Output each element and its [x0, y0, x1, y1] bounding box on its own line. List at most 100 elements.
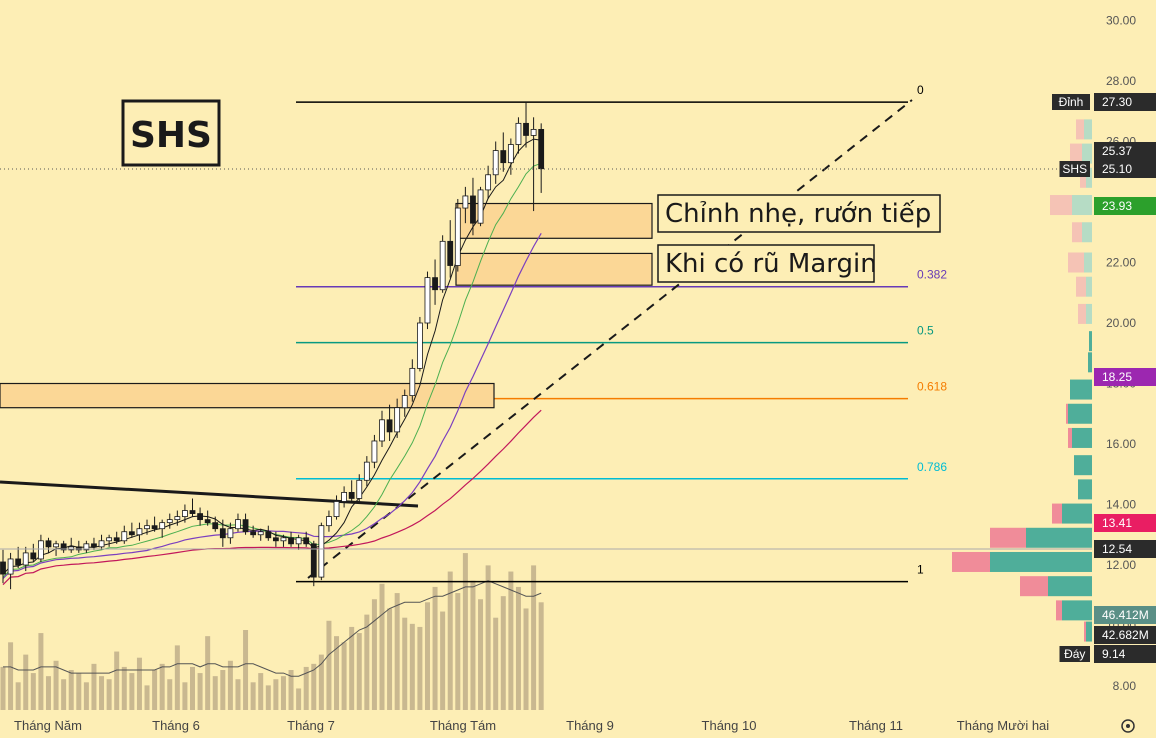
profile-bar-up	[1068, 403, 1092, 424]
trend-lines[interactable]	[0, 99, 913, 579]
profile-bar-down	[952, 551, 990, 572]
price-label-box	[1094, 142, 1156, 160]
volume-bar	[129, 673, 135, 710]
volume-bar	[68, 670, 74, 710]
volume-bar	[470, 580, 476, 710]
profile-bar-up	[1086, 167, 1092, 188]
volume-bar	[8, 642, 14, 710]
price-tag-box	[1059, 646, 1090, 662]
volume-bar	[114, 651, 120, 710]
resistance-trendline[interactable]	[0, 480, 419, 508]
profile-bar-up	[1089, 331, 1092, 352]
volume-bar	[515, 586, 521, 710]
candle-body	[212, 522, 219, 530]
candle-body	[166, 519, 173, 524]
profile-bar-down	[1052, 503, 1062, 524]
candle-body	[333, 501, 340, 518]
x-tick-label: Tháng 11	[849, 718, 903, 733]
candle-body	[348, 491, 355, 499]
volume-bar	[394, 593, 400, 710]
price-tag-label: Đáy	[1064, 647, 1085, 661]
x-axis[interactable]: Tháng Năm Tháng 6 Tháng 7 Tháng Tám Tháng 9 T…	[14, 718, 1049, 733]
volume-bar	[417, 626, 423, 710]
x-tick-label: Tháng 6	[152, 718, 200, 733]
candle-body	[113, 537, 120, 542]
candle-body	[68, 546, 75, 551]
support-zone[interactable]	[0, 382, 495, 409]
x-tick-label: Tháng 7	[287, 718, 335, 733]
candle-body	[242, 519, 249, 533]
volume-bar	[455, 593, 461, 710]
price-label-box	[1094, 93, 1156, 111]
volume-bar	[523, 608, 529, 710]
volume-bar	[190, 666, 195, 710]
volume-bar	[341, 642, 347, 710]
y-tick-label: 20.00	[1106, 316, 1136, 330]
candles	[0, 102, 545, 590]
volume-bar	[152, 670, 158, 710]
candle-body	[409, 367, 416, 397]
volume-bar	[167, 679, 173, 710]
profile-bar-up	[1072, 427, 1092, 448]
fib-level-label: 1	[917, 563, 924, 577]
volume-bar	[440, 611, 446, 710]
fib-level-label: 0.382	[917, 268, 947, 282]
y-tick-label: 14.00	[1106, 498, 1136, 512]
x-tick-label: Tháng 10	[702, 718, 757, 733]
volume-bar	[197, 673, 203, 710]
profile-bar-up	[1070, 379, 1092, 400]
volume-bar	[76, 673, 82, 710]
ma-long-line	[2, 409, 542, 586]
profile-bar-down	[1056, 600, 1062, 621]
price-label-box	[1094, 368, 1156, 386]
volume-bar	[493, 617, 499, 710]
settings-icon[interactable]	[1121, 719, 1135, 733]
support-zone[interactable]	[455, 202, 653, 239]
fibonacci-retracement[interactable]: 0 0.382 0.5 0.618 0.786 1	[296, 83, 947, 583]
candle-body	[91, 543, 97, 548]
volume-bar	[61, 679, 67, 710]
price-label-value: 25.37	[1102, 144, 1132, 158]
candle-body	[83, 543, 90, 551]
profile-bar-down	[1072, 222, 1082, 243]
candle-body	[485, 174, 492, 191]
volume-bar	[250, 682, 256, 710]
price-label-value: 42.682M	[1102, 628, 1149, 642]
profile-bar-up	[1084, 252, 1092, 273]
volume-bar	[91, 663, 97, 710]
candle-body	[38, 540, 44, 560]
candle-body	[136, 528, 143, 536]
candle-body	[318, 525, 325, 578]
volume-bar	[159, 663, 165, 710]
profile-bar-up	[1086, 621, 1092, 642]
price-label-value: 13.41	[1102, 516, 1132, 530]
volume-bar	[326, 620, 332, 710]
ticker-label-box[interactable]: SHS	[121, 99, 221, 167]
candle-body	[500, 150, 507, 164]
volume-bar	[500, 596, 506, 710]
volume-bar	[235, 679, 241, 710]
volume-bar	[83, 682, 89, 710]
volume-bar	[409, 623, 415, 710]
candle-body	[204, 519, 211, 524]
annotation-2[interactable]: Khi có rũ Margin	[657, 244, 877, 283]
fib-trend-dashed-line[interactable]	[307, 99, 913, 579]
candle-body	[432, 277, 438, 291]
support-zone[interactable]	[455, 252, 653, 286]
volume-bar	[174, 645, 180, 710]
fib-level-label: 0	[917, 83, 924, 97]
volume-bar	[227, 660, 233, 710]
volume-bar	[30, 673, 36, 710]
volume-bar	[121, 666, 127, 710]
profile-bar-up	[1082, 222, 1092, 243]
profile-bar-up	[1048, 576, 1092, 597]
price-label-value: 18.25	[1102, 370, 1132, 384]
candle-body	[272, 537, 279, 542]
candle-body	[257, 531, 264, 536]
volume-bar	[288, 670, 294, 710]
profile-bar-down	[990, 527, 1026, 548]
candle-body	[341, 491, 348, 502]
profile-bar-up	[990, 551, 1092, 572]
annotation-1[interactable]: Chỉnh nhẹ, rướn tiếp	[657, 194, 941, 233]
